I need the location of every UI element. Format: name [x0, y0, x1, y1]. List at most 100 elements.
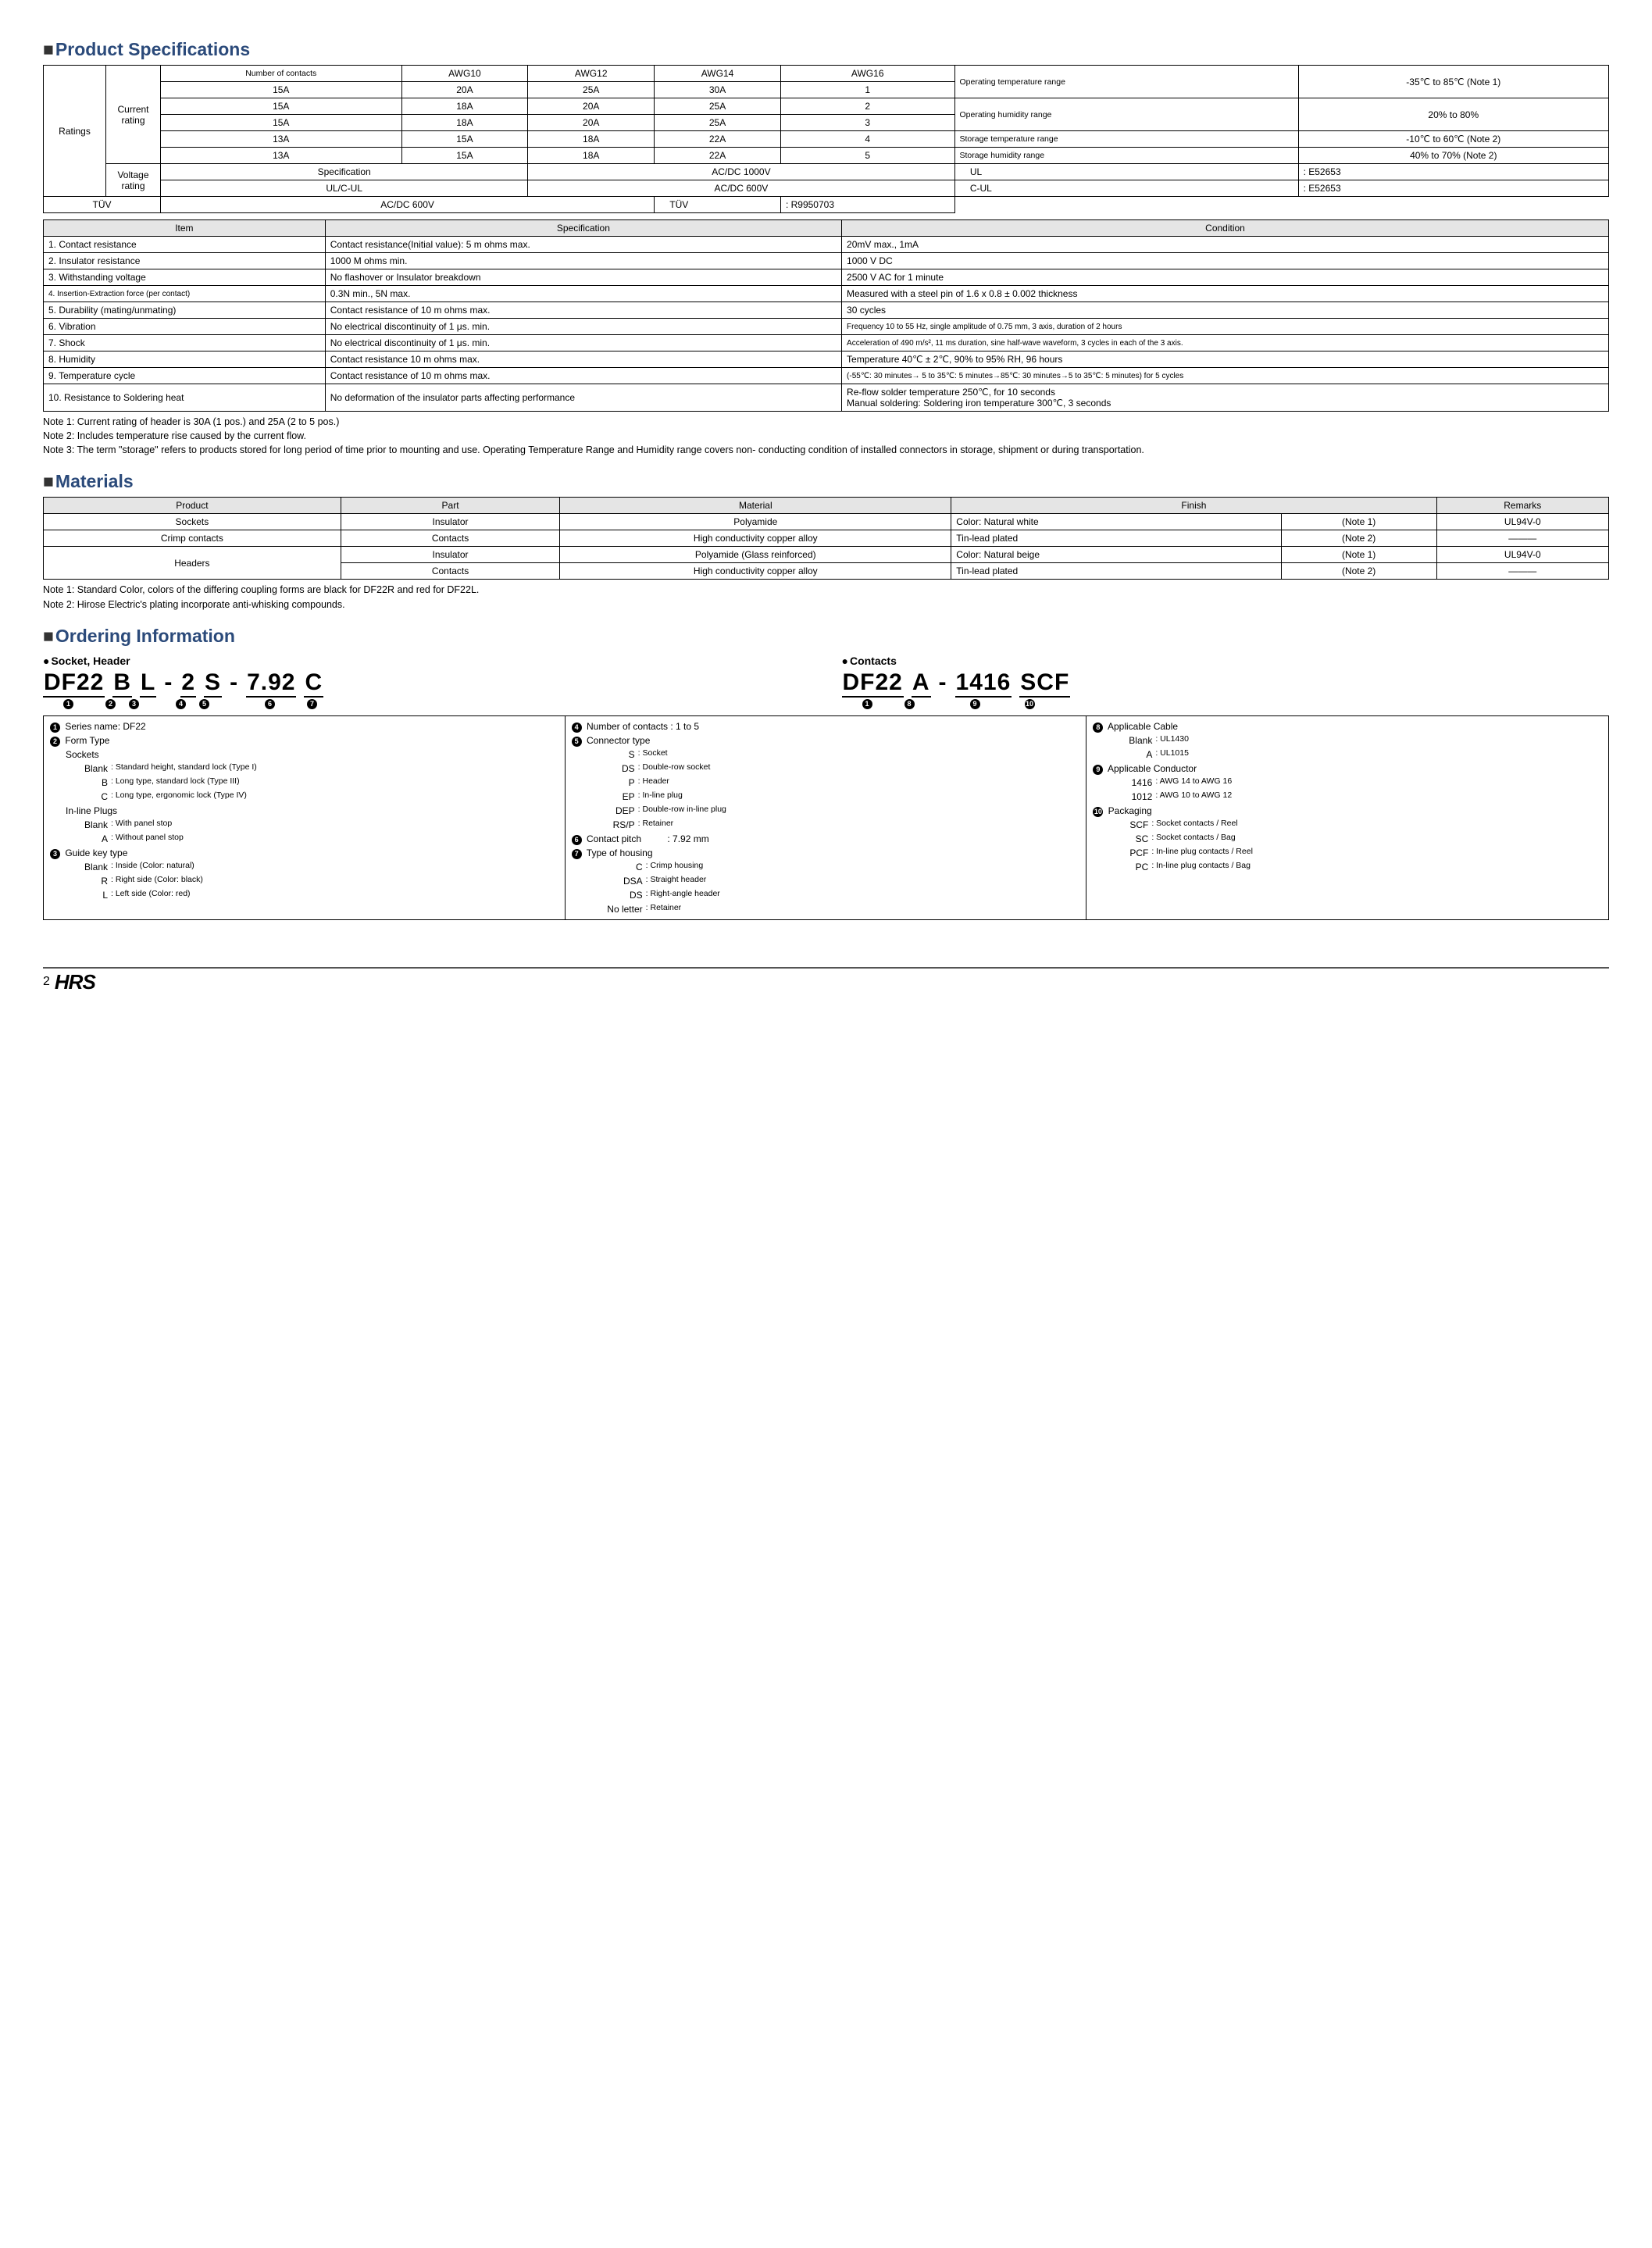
cell: 15A	[161, 115, 402, 131]
ordering-col-3: 8 Applicable CableBlank: UL1430A: UL1015…	[1086, 716, 1608, 919]
cell: 20A	[401, 82, 528, 98]
materials-notes: Note 1: Standard Color, colors of the di…	[43, 583, 1609, 611]
pn-ref: 5	[198, 699, 213, 709]
cell: Crimp contacts	[44, 530, 341, 547]
cell: ———	[1436, 530, 1608, 547]
cell: UL94V-0	[1436, 514, 1608, 530]
cell: 18A	[401, 115, 528, 131]
part-number-2-refs: 18 910	[842, 699, 1610, 709]
col-awg16: AWG16	[780, 66, 954, 82]
cell: 18A	[401, 98, 528, 115]
env-label: Operating humidity range	[954, 98, 1298, 131]
cell: 20mV max., 1mA	[842, 237, 1609, 253]
hrs-logo: HRS	[55, 970, 95, 994]
cell: 15A	[161, 82, 402, 98]
cell: Re-flow solder temperature 250℃, for 10 …	[842, 384, 1609, 412]
page-footer: 2 HRS	[43, 967, 1609, 994]
cert-org: UL	[954, 164, 1298, 180]
pn-ref: 6	[244, 699, 298, 709]
cell: No electrical discontinuity of 1 μs. min…	[325, 335, 841, 351]
ordering-col-2: 4 Number of contacts : 1 to 55 Connector…	[566, 716, 1087, 919]
col-awg14: AWG14	[655, 66, 781, 82]
cell: 8. Humidity	[44, 351, 326, 368]
cell: Headers	[44, 547, 341, 580]
note: Note 2: Includes temperature rise caused…	[43, 429, 1609, 443]
cell: Contact resistance(Initial value): 5 m o…	[325, 237, 841, 253]
pn-ref: 9	[950, 699, 1003, 709]
pn-seg: -	[164, 669, 173, 698]
pn-seg: -	[230, 669, 238, 698]
cell: 10. Resistance to Soldering heat	[44, 384, 326, 412]
cell: 3. Withstanding voltage	[44, 269, 326, 286]
note: Note 1: Current rating of header is 30A …	[43, 415, 1609, 429]
socket-header-label: Socket, Header	[51, 655, 130, 667]
col-remarks: Remarks	[1436, 498, 1608, 514]
col-finish: Finish	[951, 498, 1436, 514]
cell: No deformation of the insulator parts af…	[325, 384, 841, 412]
cell: Temperature 40℃ ± 2℃, 90% to 95% RH, 96 …	[842, 351, 1609, 368]
pn-seg: C	[304, 669, 323, 698]
cell: Contacts	[341, 563, 560, 580]
note: Note 2: Hirose Electric's plating incorp…	[43, 598, 1609, 612]
cell: 15A	[401, 148, 528, 164]
cell: Acceleration of 490 m/s², 11 ms duration…	[842, 335, 1609, 351]
volt-spec: UL/C-UL	[161, 180, 528, 197]
cell: 4	[780, 131, 954, 148]
volt-val: AC/DC 600V	[161, 197, 655, 213]
env-label: Storage temperature range	[954, 131, 1298, 148]
cell: Color: Natural beige	[951, 547, 1281, 563]
pn-seg: DF22	[842, 669, 904, 698]
note: Note 3: The term "storage" refers to pro…	[43, 443, 1609, 457]
col-item: Item	[44, 220, 326, 237]
env-label: Storage humidity range	[954, 148, 1298, 164]
cell: Measured with a steel pin of 1.6 x 0.8 ±…	[842, 286, 1609, 302]
spec-notes: Note 1: Current rating of header is 30A …	[43, 415, 1609, 457]
cell: 3	[780, 115, 954, 131]
cell: 9. Temperature cycle	[44, 368, 326, 384]
cell: 22A	[655, 131, 781, 148]
col-cond: Condition	[842, 220, 1609, 237]
pn-seg: 7.92	[246, 669, 296, 698]
col-material: Material	[560, 498, 951, 514]
env-val: -10℃ to 60℃ (Note 2)	[1298, 131, 1608, 148]
pn-seg: S	[204, 669, 222, 698]
pn-seg: 1416	[955, 669, 1012, 698]
cell: 30A	[655, 82, 781, 98]
pn-ref	[221, 699, 237, 709]
cell: Frequency 10 to 55 Hz, single amplitude …	[842, 319, 1609, 335]
cell: 22A	[655, 148, 781, 164]
pn-seg: A	[912, 669, 931, 698]
materials-table: Product Part Material Finish Remarks Soc…	[43, 497, 1609, 580]
cell: Polyamide (Glass reinforced)	[560, 547, 951, 563]
pn-seg: L	[140, 669, 156, 698]
ordering-section: ■Ordering Information ●Socket, Header DF…	[43, 626, 1609, 920]
cell: 30 cycles	[842, 302, 1609, 319]
materials-title: ■Materials	[43, 471, 1609, 492]
part-number-1: DF22BL-2S-7.92C	[43, 669, 811, 698]
pn-ref: 1	[43, 699, 96, 709]
page-number: 2	[43, 975, 50, 989]
cell: 20A	[528, 115, 655, 131]
col-awg12: AWG12	[528, 66, 655, 82]
col-part: Part	[341, 498, 560, 514]
cell: 18A	[528, 148, 655, 164]
cell: Insulator	[341, 514, 560, 530]
cell: Tin-lead plated	[951, 530, 1281, 547]
cell: (Note 2)	[1281, 563, 1436, 580]
cell: 1	[780, 82, 954, 98]
cell: 15A	[161, 98, 402, 115]
pn-seg: 2	[180, 669, 196, 698]
cell: Contact resistance of 10 m ohms max.	[325, 368, 841, 384]
part-number-2: DF22A-1416SCF	[842, 669, 1610, 698]
materials-section: ■Materials Product Part Material Finish …	[43, 471, 1609, 611]
cell: 6. Vibration	[44, 319, 326, 335]
cell: Contacts	[341, 530, 560, 547]
cert-no: : E52653	[1298, 180, 1608, 197]
cell: 15A	[401, 131, 528, 148]
volt-val: AC/DC 600V	[528, 180, 954, 197]
cert-org: TÜV	[655, 197, 781, 213]
part-number-1-refs: 123 45 67	[43, 699, 811, 709]
product-spec-section: ■Product Specifications Ratings Current …	[43, 39, 1609, 457]
cell: 18A	[528, 131, 655, 148]
env-val: 40% to 70% (Note 2)	[1298, 148, 1608, 164]
